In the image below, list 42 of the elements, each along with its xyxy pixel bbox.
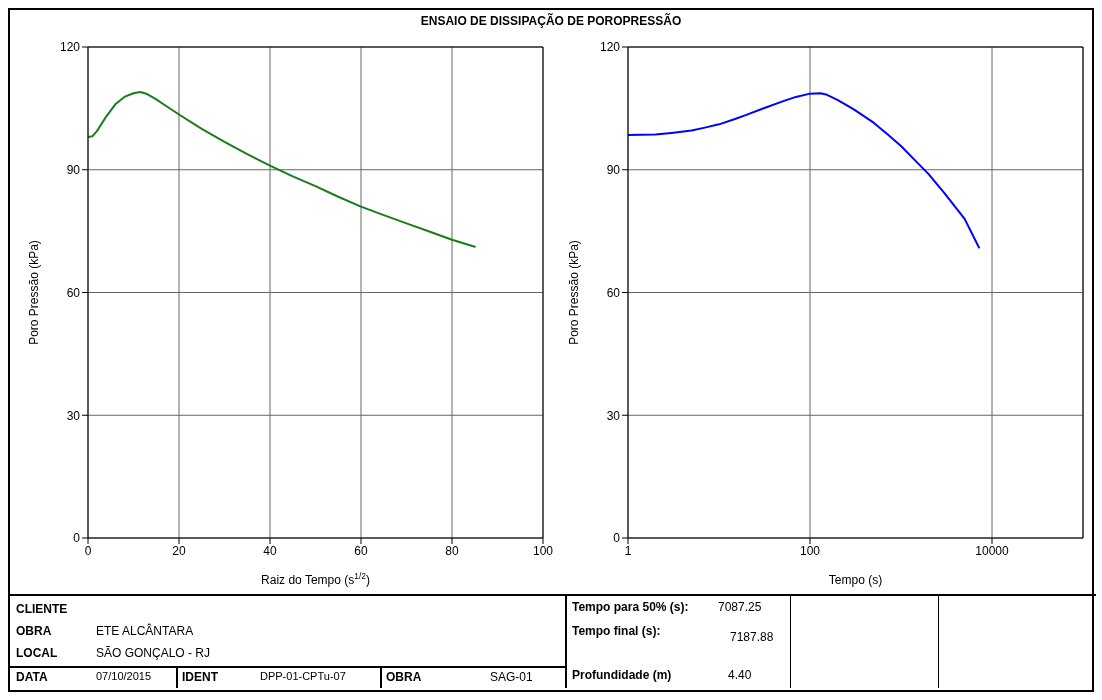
chart-title: ENSAIO DE DISSIPAÇÃO DE POROPRESSÃO — [419, 14, 683, 28]
line-series — [88, 91, 476, 248]
y-tick-label: 30 — [66, 408, 81, 423]
y-tick-label: 60 — [606, 285, 621, 300]
y-tick-label: 0 — [73, 531, 81, 546]
text: 07/10/2015 — [96, 670, 152, 682]
y-tick-label: 90 — [66, 163, 81, 178]
x-tick-label: 60 — [354, 543, 368, 558]
text: 4.40 — [728, 668, 752, 682]
text: IDENT — [182, 670, 218, 684]
text: OBRA — [16, 624, 52, 638]
y-tick-label: 60 — [66, 285, 81, 300]
x-tick-label: 100 — [532, 543, 554, 558]
x-tick-label: 1 — [624, 543, 632, 558]
x-tick-label: 10000 — [975, 543, 1010, 558]
y-axis-title: Poro Pressão (kPa) — [567, 240, 581, 345]
y-tick-label: 90 — [606, 163, 621, 178]
x-tick-label: 100 — [799, 543, 821, 558]
text: CLIENTE — [16, 602, 68, 616]
text: ETE ALCÂNTARA — [96, 624, 194, 638]
text: OBRA — [386, 670, 422, 684]
text: 7087.25 — [718, 600, 762, 614]
x-tick-label: 40 — [263, 543, 277, 558]
text: DATA — [16, 670, 48, 684]
text: Tempo final (s): — [572, 624, 661, 638]
y-tick-label: 120 — [59, 40, 81, 55]
y-tick-label: 0 — [613, 531, 621, 546]
text: Profundidade (m) — [572, 668, 672, 682]
y-tick-label: 120 — [599, 40, 621, 55]
x-axis-title: Tempo (s) — [828, 573, 883, 587]
text: SÃO GONÇALO - RJ — [96, 646, 211, 660]
x-axis-title: Raiz do Tempo (s$^{1/2}$) — [261, 571, 370, 587]
x-tick-label: 80 — [445, 543, 459, 558]
text: LOCAL — [16, 646, 58, 660]
y-tick-label: 30 — [606, 408, 621, 423]
x-tick-label: 20 — [172, 543, 186, 558]
text: DPP-01-CPTu-07 — [260, 670, 346, 682]
x-tick-label: 0 — [84, 543, 92, 558]
y-axis-title: Poro Pressão (kPa) — [27, 240, 41, 345]
text: 7187.88 — [730, 630, 774, 644]
text: Tempo para 50% (s): — [572, 600, 689, 614]
text: SAG-01 — [490, 670, 533, 684]
